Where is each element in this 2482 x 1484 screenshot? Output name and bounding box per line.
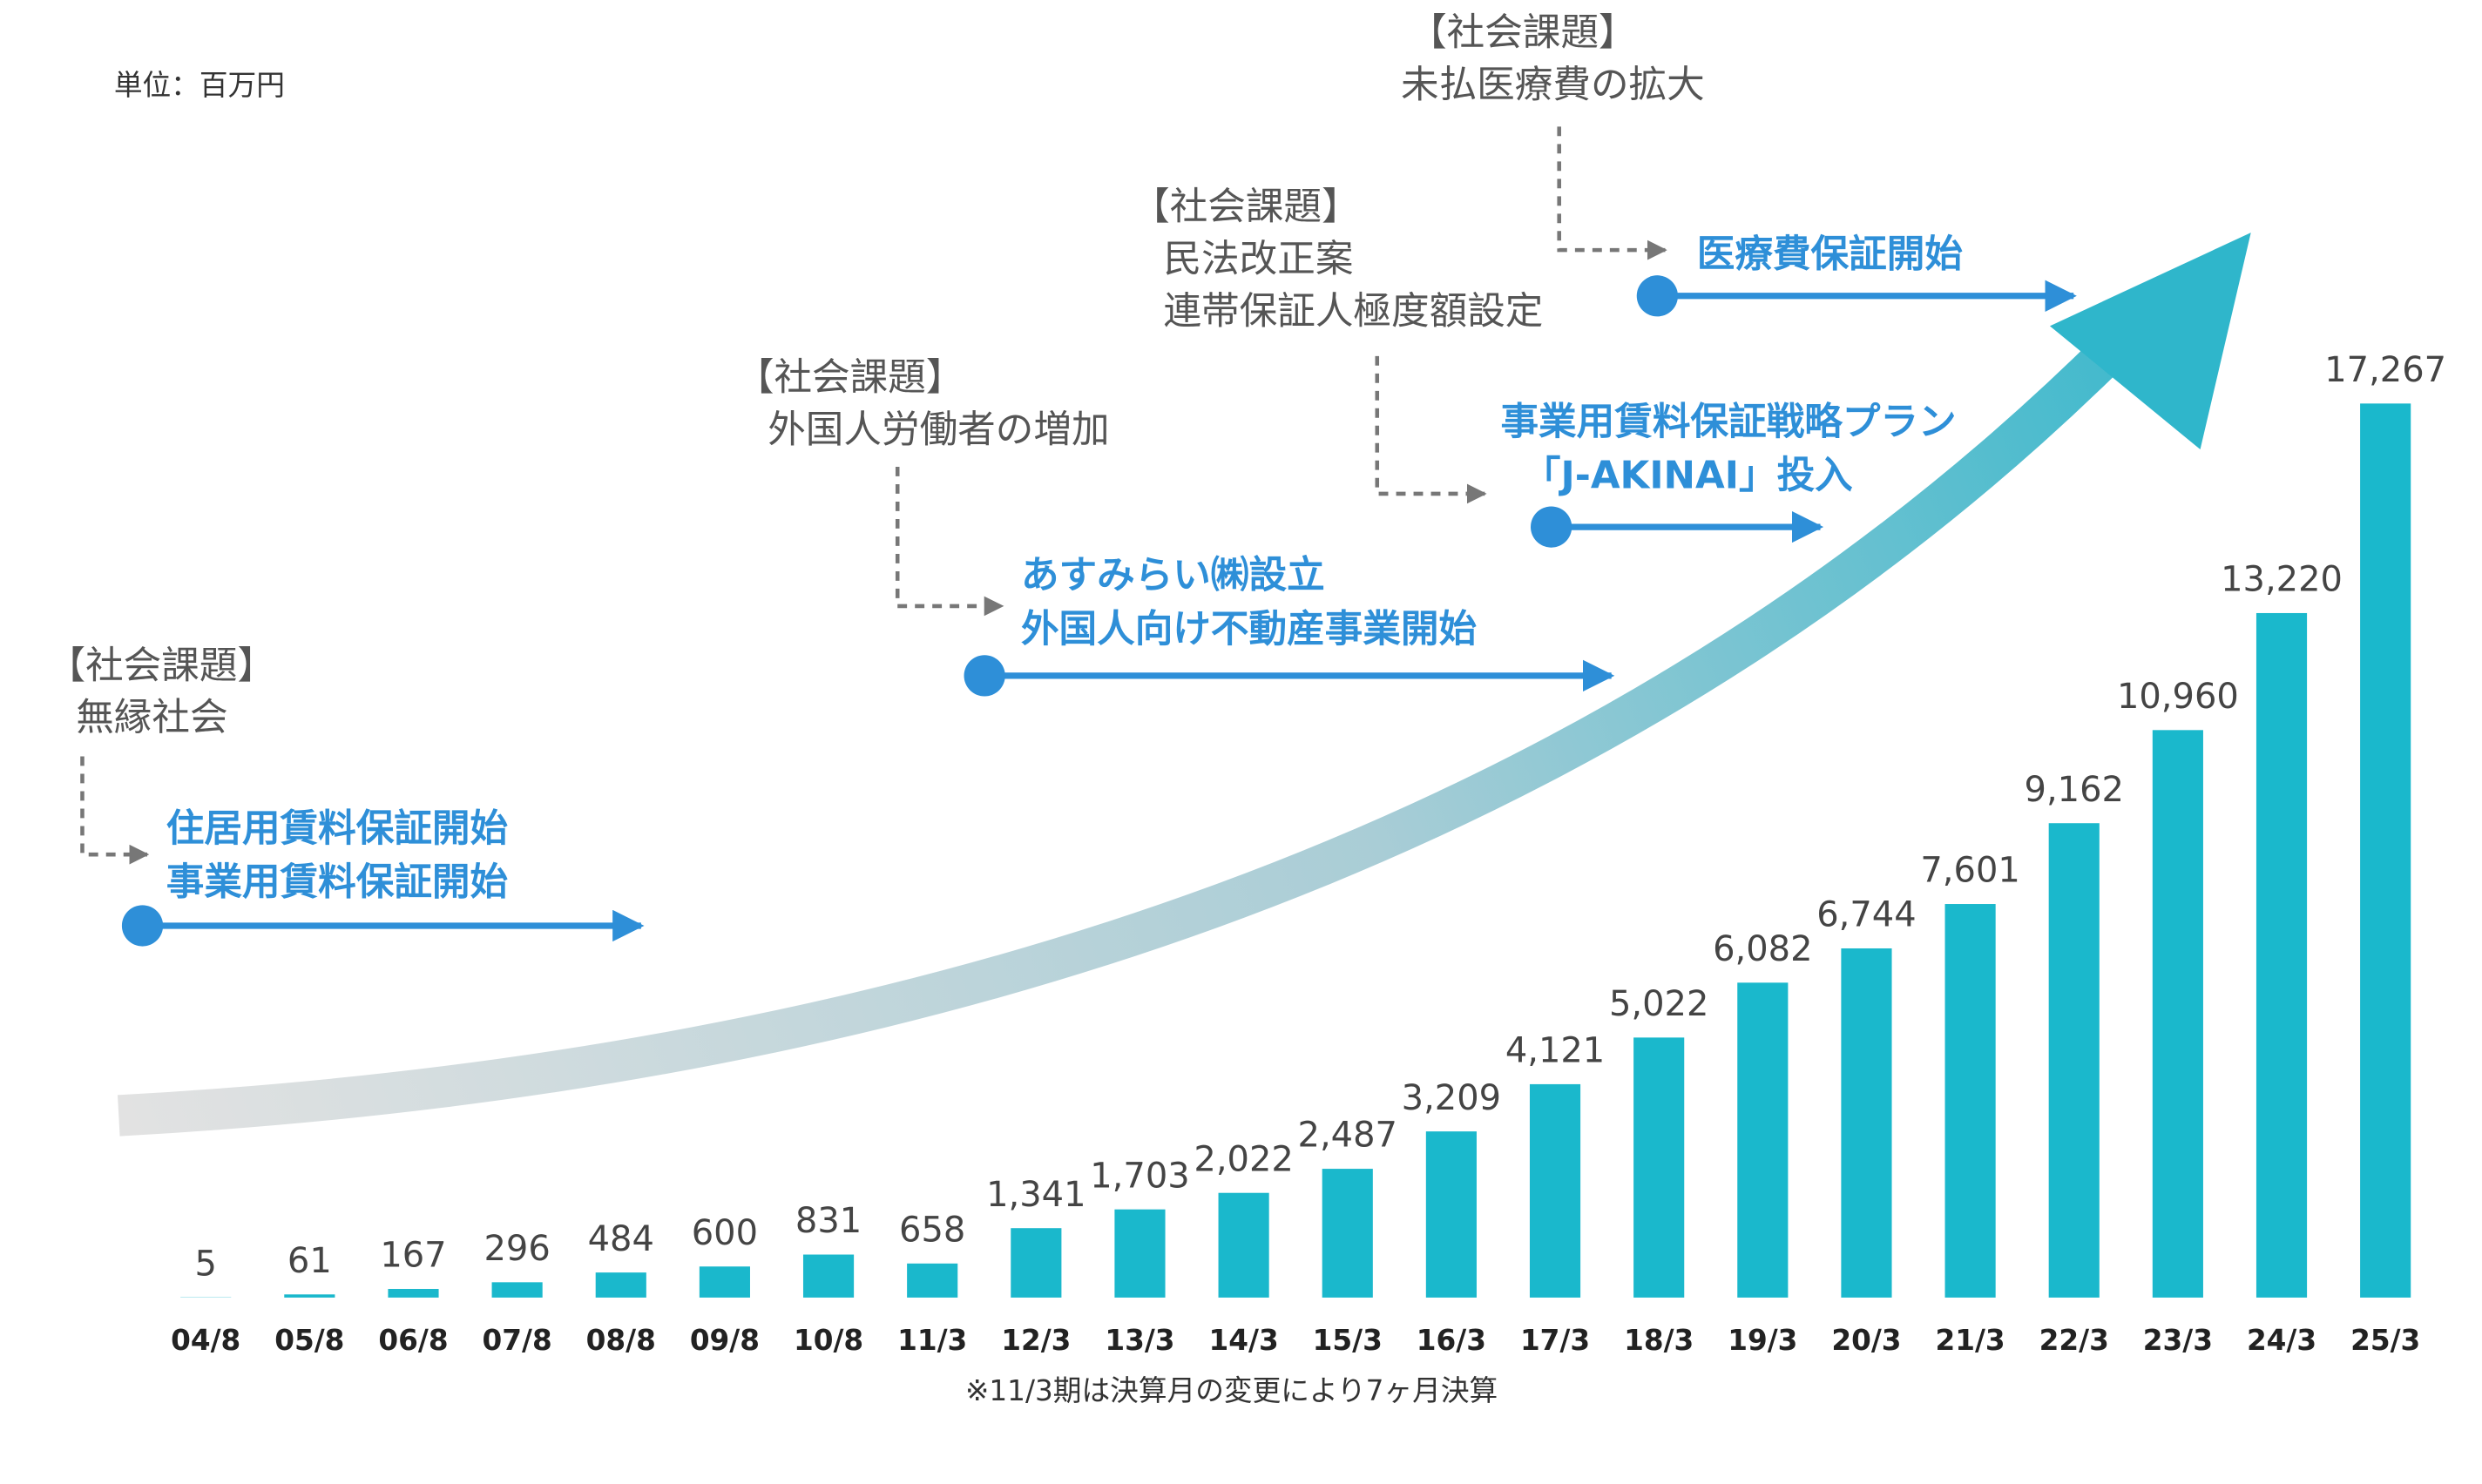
x-tick-label: 24/3 [2247, 1324, 2316, 1357]
value-label: 13,220 [2221, 560, 2343, 600]
value-label: 5 [194, 1244, 216, 1284]
bar [1944, 904, 1996, 1298]
bar [1841, 948, 1892, 1298]
bar [1011, 1228, 1062, 1298]
x-tick-label: 15/3 [1313, 1324, 1383, 1357]
bar [1114, 1209, 1166, 1298]
x-tick-label: 22/3 [2039, 1324, 2109, 1357]
note: ※11/3期は決算月の変更により7ヶ月決算 [965, 1374, 1498, 1407]
dashed-connector [80, 756, 150, 865]
x-tick-label: 23/3 [2143, 1324, 2213, 1357]
x-tick-label: 21/3 [1936, 1324, 2005, 1357]
milestone-dot [1636, 275, 1678, 317]
bar [907, 1263, 958, 1298]
dashed-connector [1557, 126, 1667, 260]
x-tick-label: 13/3 [1105, 1324, 1174, 1357]
value-label: 4,121 [1505, 1031, 1605, 1071]
issue-text: 未払医療費の拡大 [1401, 64, 1705, 107]
growth-arrow-head [2049, 233, 2251, 450]
bar [1529, 1083, 1581, 1298]
value-label: 2,487 [1298, 1116, 1397, 1156]
bar [1737, 982, 1789, 1298]
x-tick-label: 07/8 [483, 1324, 552, 1357]
value-label: 658 [899, 1210, 965, 1250]
bar [1322, 1169, 1373, 1298]
x-tick-label: 09/8 [690, 1324, 760, 1357]
x-tick-label: 08/8 [586, 1324, 656, 1357]
unit-label: 単位：百万円 [114, 69, 285, 102]
issue-text: 外国人労働者の増加 [768, 408, 1109, 452]
bar [2152, 730, 2203, 1298]
bar [1425, 1131, 1477, 1298]
x-tick-label: 19/3 [1728, 1324, 1797, 1357]
value-label: 9,162 [2025, 770, 2124, 810]
issue-title: 【社会課題】 [1132, 186, 1360, 229]
milestone-text: 事業用賃料保証開始 [166, 861, 509, 905]
bar [699, 1266, 750, 1298]
x-tick-label: 16/3 [1417, 1324, 1486, 1357]
milestone-text: 「J-AKINAI」投入 [1523, 455, 1853, 498]
issue-text: 民法改正案 [1163, 238, 1353, 281]
milestone-dot [121, 905, 164, 947]
value-label: 6,744 [1816, 895, 1916, 935]
value-label: 831 [795, 1201, 862, 1241]
dashed-connector [1375, 355, 1487, 504]
value-label: 10,960 [2117, 677, 2239, 717]
x-tick-label: 18/3 [1624, 1324, 1694, 1357]
issue-title: 【社会課題】 [1409, 11, 1637, 55]
bar [491, 1282, 543, 1298]
value-label: 1,341 [986, 1175, 1085, 1215]
x-tick-label: 11/3 [897, 1324, 967, 1357]
value-label: 296 [484, 1229, 550, 1269]
x-tick-label: 17/3 [1520, 1324, 1590, 1357]
bar [1633, 1037, 1685, 1298]
x-tick-label: 10/8 [794, 1324, 863, 1357]
milestone-dot [964, 655, 1005, 697]
x-tick-label: 05/8 [274, 1324, 344, 1357]
issue-title: 【社会課題】 [736, 356, 964, 400]
value-label: 7,601 [1920, 851, 2019, 891]
milestone-text: 外国人向け不動産事業開始 [1021, 608, 1478, 651]
value-label: 484 [588, 1219, 654, 1259]
issue-title: 【社会課題】 [48, 644, 276, 688]
bar [1218, 1192, 1269, 1298]
bar [2255, 612, 2308, 1298]
value-label: 5,022 [1609, 984, 1708, 1024]
bar [2360, 403, 2411, 1298]
milestone-dot [1531, 506, 1572, 548]
milestone-text: 医療費保証開始 [1697, 233, 1964, 276]
bar [284, 1294, 335, 1298]
x-tick-label: 25/3 [2350, 1324, 2420, 1357]
value-label: 600 [692, 1213, 758, 1253]
value-label: 167 [380, 1236, 446, 1276]
bar [802, 1254, 855, 1298]
growth-arrow [117, 317, 2144, 1137]
value-label: 61 [287, 1241, 332, 1281]
dashed-connector [895, 467, 1004, 617]
issue-text: 連帯保証人極度額設定 [1163, 290, 1543, 334]
x-tick-label: 12/3 [1001, 1324, 1071, 1357]
bar [595, 1272, 646, 1298]
milestone-text: 事業用賃料保証戦略プラン [1500, 401, 1956, 444]
value-label: 1,703 [1090, 1156, 1189, 1196]
value-label: 2,022 [1194, 1139, 1293, 1179]
x-tick-label: 06/8 [378, 1324, 448, 1357]
bar [2048, 823, 2100, 1298]
x-tick-label: 04/8 [171, 1324, 240, 1357]
milestone-text: あすみらい㈱設立 [1021, 554, 1325, 597]
x-tick-label: 20/3 [1831, 1324, 1901, 1357]
value-label: 17,267 [2324, 350, 2446, 390]
issue-text: 無縁社会 [76, 697, 227, 740]
value-label: 6,082 [1713, 929, 1812, 969]
x-tick-label: 14/3 [1209, 1324, 1279, 1357]
bar [388, 1289, 439, 1298]
value-label: 3,209 [1402, 1078, 1501, 1118]
milestone-text: 住居用賃料保証開始 [166, 807, 509, 851]
